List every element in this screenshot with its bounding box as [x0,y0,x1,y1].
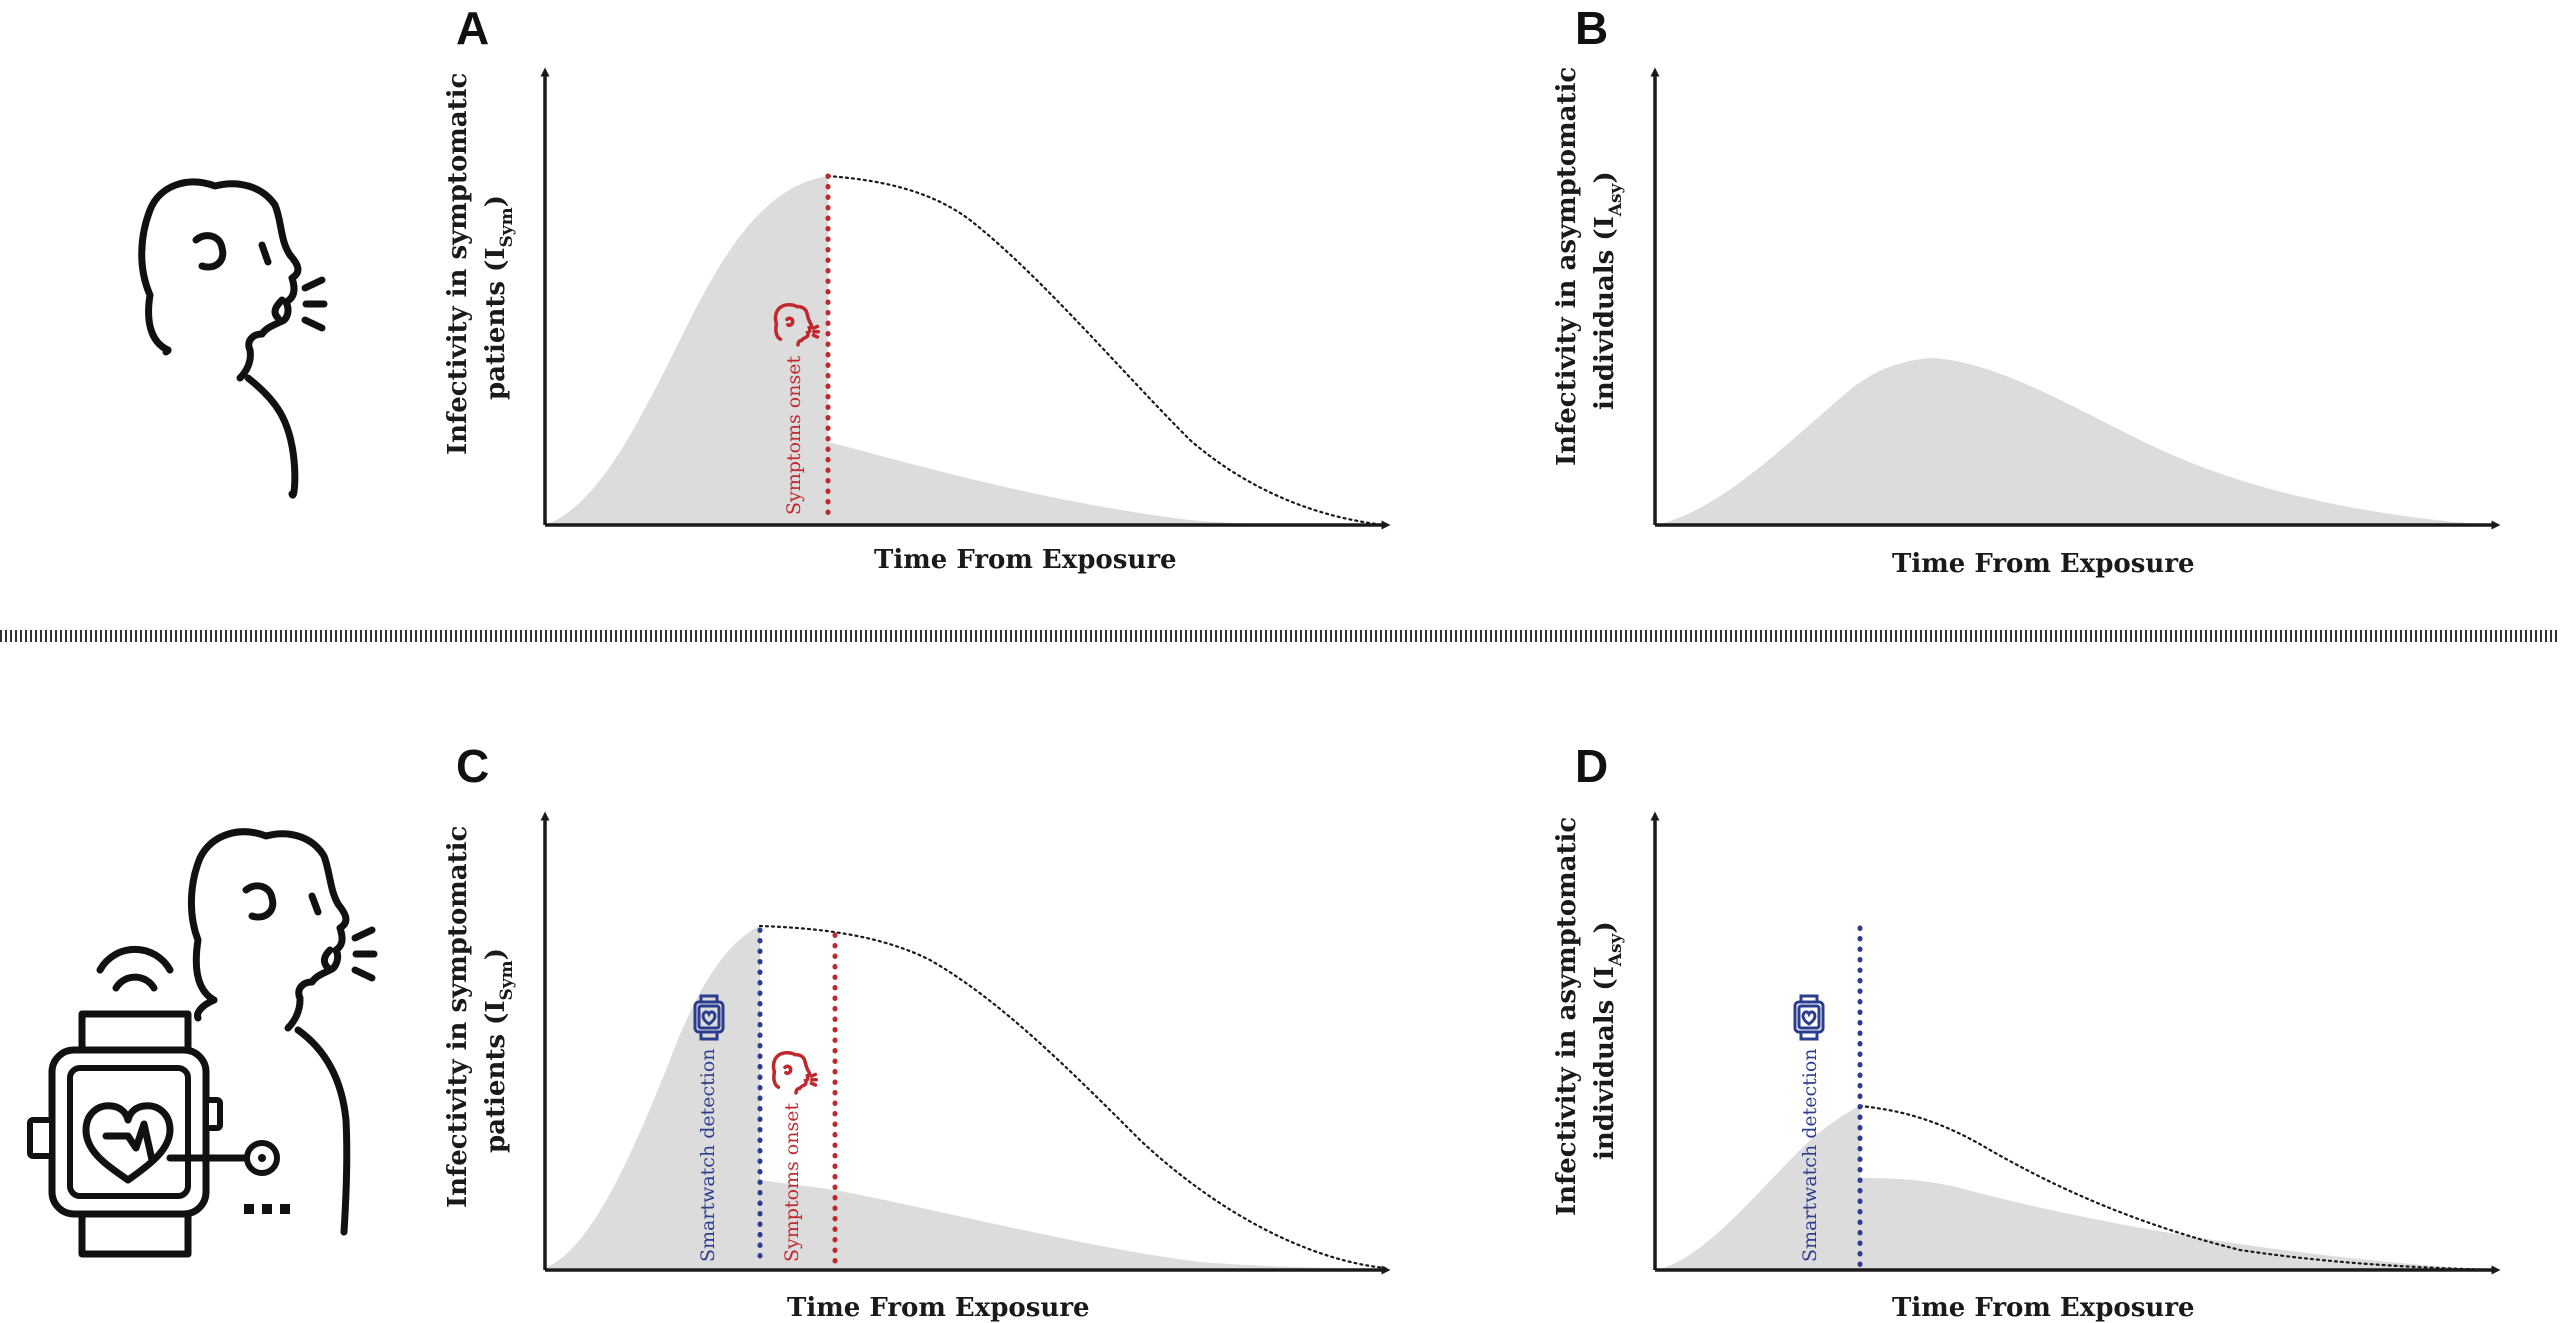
y-axis-label-line1: Infectivity in symptomatic [443,826,473,1208]
coughing-head-icon [771,1050,818,1095]
y-axis-label-line1: Infectivity in asymptomatic [1552,817,1582,1216]
panel-d: D Smartwatch detection Time From Exposur… [1552,740,2501,1323]
infectivity-area [545,926,1380,1268]
panel-b: B Time From Exposure Infectivity in asym… [1552,2,2501,579]
panel-letter: D [1575,740,1608,792]
y-axis-label-line2: individuals (IAsy) [1590,171,1626,410]
smartwatch-icon [693,994,725,1041]
x-axis-label: Time From Exposure [874,545,1177,575]
smartwatch-icon [1793,994,1825,1041]
person-coughing-icon [138,178,328,499]
panel-letter: C [456,740,489,792]
infectivity-area [1655,1106,2490,1270]
smartwatch-detection-label: Smartwatch detection [697,1048,719,1262]
y-axis-label-line2: patients (ISym) [481,195,517,400]
symptoms-onset-label: Symptoms onset [781,1103,803,1262]
infectivity-area [1655,358,2490,525]
infectivity-area [545,176,1380,526]
coughing-head-icon [773,302,820,347]
y-axis-label-line2: individuals (IAsy) [1590,921,1626,1160]
panel-a: A Symptoms onset Time From Exposure Infe… [443,2,1391,575]
smartwatch-person-icon [27,828,378,1258]
symptoms-onset-label: Symptoms onset [783,356,805,515]
y-axis-label-line1: Infectivity in symptomatic [443,73,473,455]
y-axis-label-line2: patients (ISym) [481,948,517,1153]
panel-letter: A [456,2,489,54]
x-axis-label: Time From Exposure [1892,1293,2195,1323]
untreated-infectivity-curve [826,174,1387,527]
wifi-signal-icon [96,945,174,992]
x-axis-label: Time From Exposure [1892,549,2195,579]
smartwatch-detection-label: Smartwatch detection [1799,1048,1821,1262]
panel-letter: B [1575,2,1608,54]
y-axis-label-line1: Infectivity in asymptomatic [1552,67,1582,466]
x-axis-label: Time From Exposure [787,1293,1090,1323]
untreated-infectivity-curve [1858,1104,2497,1272]
panel-c: C Smartwatch detection Symptoms onset Ti… [443,740,1391,1323]
untreated-infectivity-curve [758,924,1387,1270]
